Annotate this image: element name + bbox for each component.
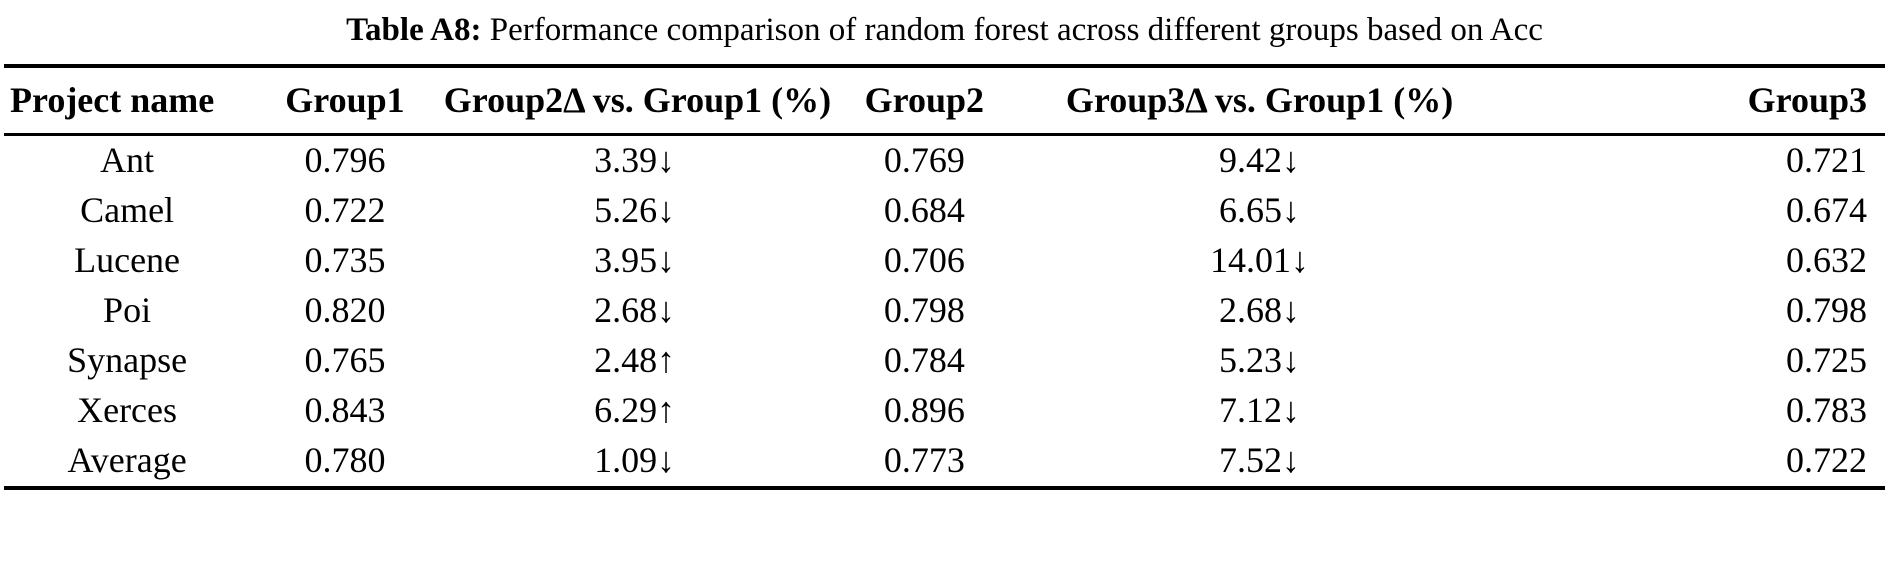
value-cell: 0.722	[1786, 440, 1867, 480]
header-row: Project name Group1 Group2Δ vs. Group1 (%)…	[4, 66, 1885, 135]
table-caption-text: Performance comparison of random forest …	[489, 12, 1543, 48]
value-cell: 7.52↓	[1219, 440, 1301, 480]
value-cell: 0.765	[304, 340, 386, 380]
value-cell: 0.722	[304, 190, 386, 230]
value-cell: 1.09↓	[594, 440, 676, 480]
column-header-3: Group2Δ vs. Group1 (%)	[443, 80, 832, 120]
value-cell: 5.23↓	[1219, 340, 1301, 380]
value-cell: 14.01↓	[1210, 240, 1310, 280]
project-name-cell: Camel	[80, 190, 175, 230]
project-name-cell: Xerces	[77, 390, 178, 430]
table-row-ant: Ant 0.796 3.39↓ 0.769 9.42↓ 0.721	[4, 135, 1885, 187]
value-cell: 0.780	[304, 440, 386, 480]
project-name-cell: Synapse	[67, 340, 188, 380]
value-cell: 2.68↓	[594, 290, 676, 330]
project-name-cell: Poi	[103, 290, 152, 330]
table-row-camel: Camel 0.722 5.26↓ 0.684 6.65↓ 0.674	[4, 186, 1885, 236]
value-cell: 3.39↓	[594, 140, 676, 180]
value-cell: 7.12↓	[1219, 390, 1301, 430]
table-caption-label: Table A8:	[346, 12, 482, 48]
value-cell: 0.725	[1786, 340, 1867, 380]
value-cell: 0.706	[883, 240, 965, 280]
table-row-lucene: Lucene 0.735 3.95↓ 0.706 14.01↓ 0.632	[4, 236, 1885, 286]
value-cell: 5.26↓	[594, 190, 676, 230]
project-name-cell: Average	[67, 440, 187, 480]
column-header-4: Group2	[864, 80, 985, 120]
value-cell: 0.783	[1786, 390, 1867, 430]
value-cell: 9.42↓	[1219, 140, 1301, 180]
value-cell: 0.820	[304, 290, 386, 330]
results-table: Project name Group1 Group2Δ vs. Group1 (%)…	[4, 64, 1885, 490]
table-row-average: Average 0.780 1.09↓ 0.773 7.52↓ 0.722	[4, 436, 1885, 488]
value-cell: 0.896	[883, 390, 965, 430]
value-cell: 0.721	[1786, 140, 1867, 180]
value-cell: 0.674	[1786, 190, 1867, 230]
value-cell: 6.65↓	[1219, 190, 1301, 230]
column-header-5: Group3Δ vs. Group1 (%)	[1065, 80, 1454, 120]
column-header-2: Group1	[285, 80, 405, 120]
table-caption: Table A8: Performance comparison of rand…	[4, 10, 1885, 50]
value-cell: 0.684	[883, 190, 965, 230]
column-header-1: Project name	[10, 80, 215, 120]
value-cell: 0.843	[304, 390, 386, 430]
table-header: Project name Group1 Group2Δ vs. Group1 (%)…	[4, 66, 1885, 135]
value-cell: 0.735	[304, 240, 386, 280]
table-row-synapse: Synapse 0.765 2.48↑ 0.784 5.23↓ 0.725	[4, 336, 1885, 386]
value-cell: 0.784	[883, 340, 965, 380]
project-name-cell: Ant	[100, 140, 155, 180]
table-row-poi: Poi 0.820 2.68↓ 0.798 2.68↓ 0.798	[4, 286, 1885, 336]
value-cell: 6.29↑	[594, 390, 676, 430]
column-header-6: Group3	[1747, 80, 1867, 120]
value-cell: 0.798	[883, 290, 965, 330]
value-cell: 2.48↑	[594, 340, 676, 380]
value-cell: 0.798	[1786, 290, 1867, 330]
value-cell: 2.68↓	[1219, 290, 1301, 330]
value-cell: 0.773	[883, 440, 965, 480]
table-row-xerces: Xerces 0.843 6.29↑ 0.896 7.12↓ 0.783	[4, 386, 1885, 436]
value-cell: 0.796	[304, 140, 386, 180]
value-cell: 0.632	[1786, 240, 1867, 280]
value-cell: 0.769	[883, 140, 965, 180]
value-cell: 3.95↓	[594, 240, 676, 280]
project-name-cell: Lucene	[74, 240, 181, 280]
table-body: Ant 0.796 3.39↓ 0.769 9.42↓ 0.721 Camel 0.722 5.…	[4, 135, 1885, 489]
